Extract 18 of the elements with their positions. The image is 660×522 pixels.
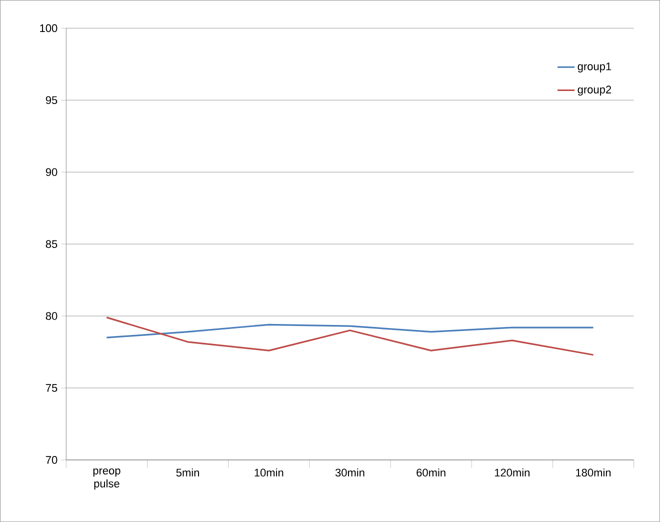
line-series [106, 324, 594, 338]
y-tick-label: 95 [46, 96, 58, 104]
legend-label: group2 [578, 86, 612, 96]
x-tick-label: 5min [176, 468, 199, 476]
x-tick-label: 30min [335, 468, 364, 476]
line-series [106, 316, 594, 356]
x-tick-label: 60min [416, 468, 446, 476]
x-tick-label: 120min [494, 468, 530, 476]
x-tick-label: preop pulse [93, 468, 120, 490]
y-tick-label: 75 [46, 384, 58, 392]
y-tick-label: 80 [46, 312, 58, 320]
y-tick-label: 90 [46, 168, 58, 176]
x-tick-label: 10min [254, 468, 284, 476]
x-tick-label: 180min [576, 468, 611, 476]
y-tick-label: 85 [46, 240, 58, 248]
y-tick-label: 100 [40, 24, 58, 32]
y-tick-label: 70 [46, 456, 58, 464]
legend-label: group1 [578, 62, 612, 72]
